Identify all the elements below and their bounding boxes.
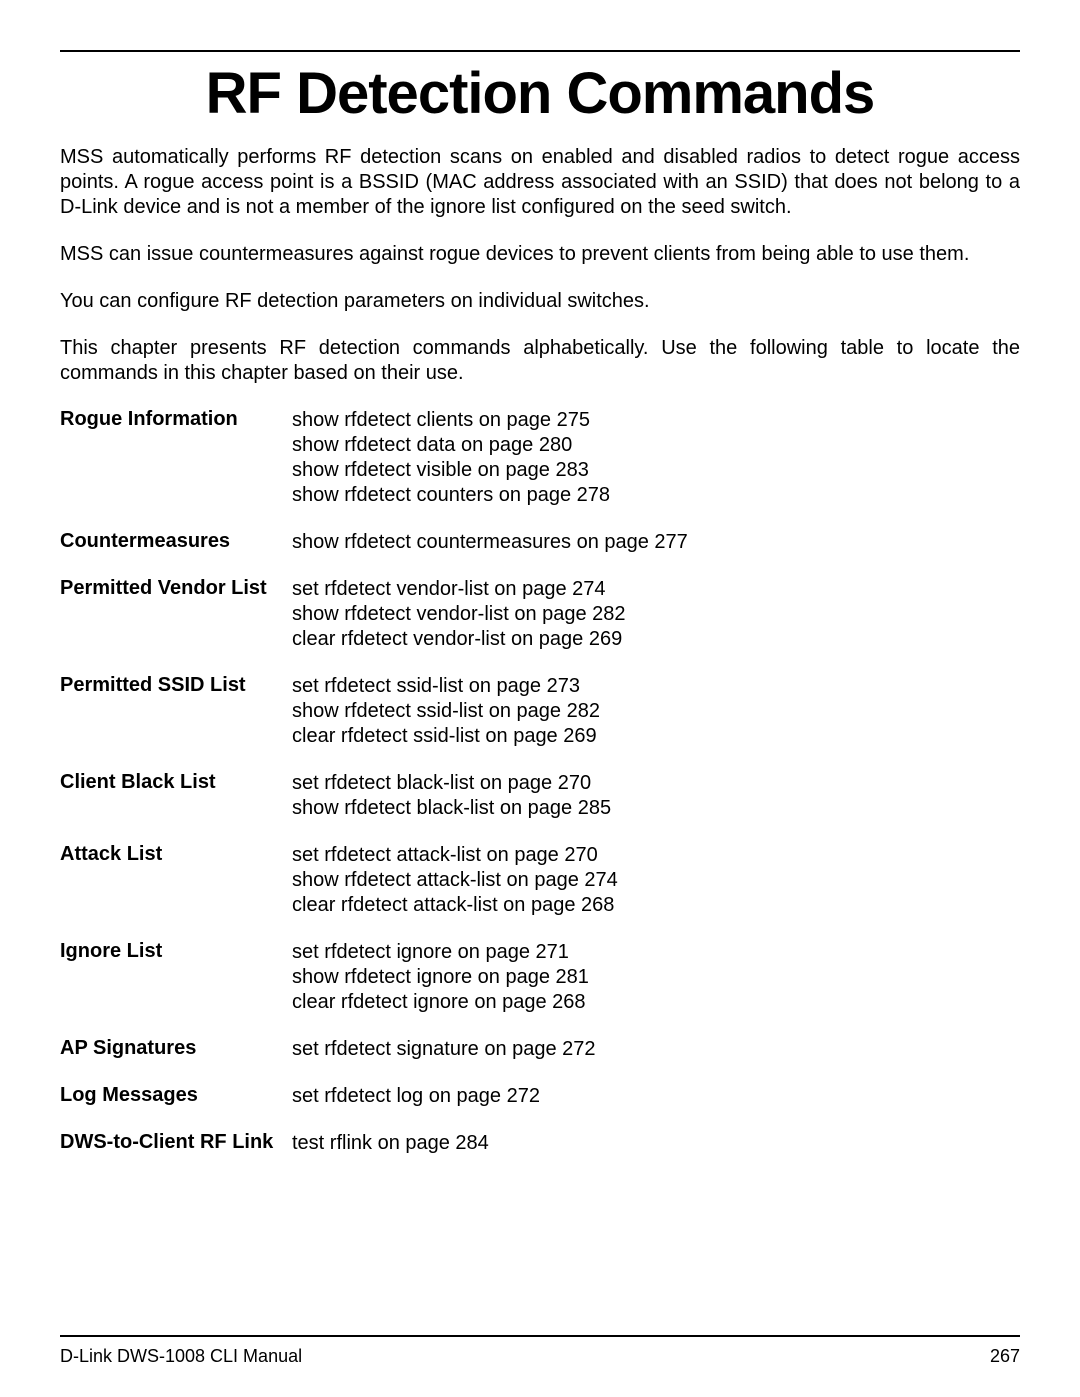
- command-list: set rfdetect vendor-list on page 274 sho…: [292, 577, 626, 652]
- command-item: show rfdetect ssid-list on page 282: [292, 699, 600, 724]
- category-label: Client Black List: [60, 771, 292, 821]
- table-row: AP Signatures set rfdetect signature on …: [60, 1037, 1020, 1062]
- command-list: show rfdetect clients on page 275 show r…: [292, 408, 610, 508]
- category-label: Attack List: [60, 843, 292, 918]
- command-item: set rfdetect ignore on page 271: [292, 940, 589, 965]
- command-item: set rfdetect log on page 272: [292, 1084, 540, 1109]
- category-label: Permitted SSID List: [60, 674, 292, 749]
- category-label: Ignore List: [60, 940, 292, 1015]
- table-row: Permitted SSID List set rfdetect ssid-li…: [60, 674, 1020, 749]
- command-item: show rfdetect clients on page 275: [292, 408, 610, 433]
- intro-paragraph-2: MSS can issue countermeasures against ro…: [60, 242, 1020, 267]
- command-item: set rfdetect attack-list on page 270: [292, 843, 618, 868]
- command-list: set rfdetect signature on page 272: [292, 1037, 596, 1062]
- footer-page-number: 267: [990, 1346, 1020, 1367]
- command-list: set rfdetect black-list on page 270 show…: [292, 771, 611, 821]
- category-label: AP Signatures: [60, 1037, 292, 1062]
- table-row: Log Messages set rfdetect log on page 27…: [60, 1084, 1020, 1109]
- top-horizontal-rule: [60, 50, 1020, 52]
- command-list: set rfdetect ignore on page 271 show rfd…: [292, 940, 589, 1015]
- table-row: Countermeasures show rfdetect countermea…: [60, 530, 1020, 555]
- intro-paragraph-1: MSS automatically performs RF detection …: [60, 145, 1020, 220]
- page-title: RF Detection Commands: [60, 60, 1020, 127]
- table-row: Attack List set rfdetect attack-list on …: [60, 843, 1020, 918]
- command-item: set rfdetect black-list on page 270: [292, 771, 611, 796]
- footer-manual-title: D-Link DWS-1008 CLI Manual: [60, 1346, 302, 1367]
- table-row: Client Black List set rfdetect black-lis…: [60, 771, 1020, 821]
- table-row: Permitted Vendor List set rfdetect vendo…: [60, 577, 1020, 652]
- command-item: show rfdetect data on page 280: [292, 433, 610, 458]
- category-label: Countermeasures: [60, 530, 292, 555]
- command-list: test rflink on page 284: [292, 1131, 489, 1156]
- category-label: Permitted Vendor List: [60, 577, 292, 652]
- command-item: show rfdetect ignore on page 281: [292, 965, 589, 990]
- footer-horizontal-rule: [60, 1335, 1020, 1337]
- command-item: show rfdetect attack-list on page 274: [292, 868, 618, 893]
- command-item: set rfdetect ssid-list on page 273: [292, 674, 600, 699]
- command-item: clear rfdetect ignore on page 268: [292, 990, 589, 1015]
- command-item: show rfdetect black-list on page 285: [292, 796, 611, 821]
- table-row: Rogue Information show rfdetect clients …: [60, 408, 1020, 508]
- command-list: show rfdetect countermeasures on page 27…: [292, 530, 688, 555]
- table-row: DWS-to-Client RF Link test rflink on pag…: [60, 1131, 1020, 1156]
- command-list: set rfdetect attack-list on page 270 sho…: [292, 843, 618, 918]
- command-item: set rfdetect signature on page 272: [292, 1037, 596, 1062]
- command-item: clear rfdetect attack-list on page 268: [292, 893, 618, 918]
- table-row: Ignore List set rfdetect ignore on page …: [60, 940, 1020, 1015]
- command-item: set rfdetect vendor-list on page 274: [292, 577, 626, 602]
- command-item: show rfdetect counters on page 278: [292, 483, 610, 508]
- command-list: set rfdetect log on page 272: [292, 1084, 540, 1109]
- command-item: show rfdetect vendor-list on page 282: [292, 602, 626, 627]
- category-label: Rogue Information: [60, 408, 292, 508]
- command-item: show rfdetect visible on page 283: [292, 458, 610, 483]
- command-list: set rfdetect ssid-list on page 273 show …: [292, 674, 600, 749]
- command-item: test rflink on page 284: [292, 1131, 489, 1156]
- intro-paragraph-3: You can configure RF detection parameter…: [60, 289, 1020, 314]
- command-reference-table: Rogue Information show rfdetect clients …: [60, 408, 1020, 1156]
- intro-paragraph-4: This chapter presents RF detection comma…: [60, 336, 1020, 386]
- category-label: DWS-to-Client RF Link: [60, 1131, 292, 1156]
- category-label: Log Messages: [60, 1084, 292, 1109]
- command-item: clear rfdetect ssid-list on page 269: [292, 724, 600, 749]
- command-item: show rfdetect countermeasures on page 27…: [292, 530, 688, 555]
- command-item: clear rfdetect vendor-list on page 269: [292, 627, 626, 652]
- page-footer: D-Link DWS-1008 CLI Manual 267: [60, 1346, 1020, 1367]
